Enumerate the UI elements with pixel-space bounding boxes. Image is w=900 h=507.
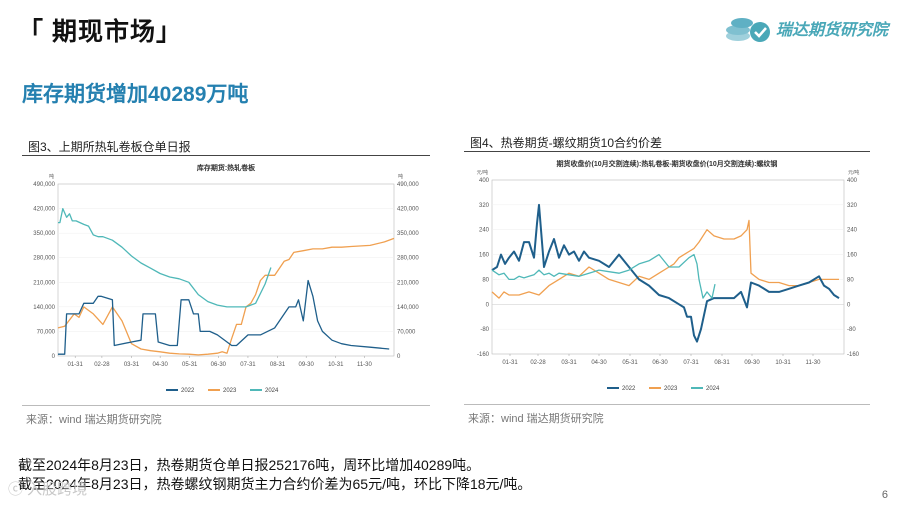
y-tick-label-right: 0 <box>847 302 851 308</box>
y-tick-label-right: 70,000 <box>397 329 416 335</box>
y-tick-label-right: 240 <box>847 228 858 234</box>
y-tick-label-right: 420,000 <box>397 207 419 213</box>
figure-4-rule <box>464 151 870 152</box>
y-tick-label-right: 0 <box>397 354 401 360</box>
figure-4-chart: 期货收盘价(10月交割连续):热轧卷板-期货收盘价(10月交割连续):螺纹钢元/… <box>477 159 860 392</box>
x-tick-label: 08-31 <box>270 362 286 368</box>
legend-label-2023: 2023 <box>223 388 237 394</box>
x-tick-label: 11-30 <box>806 360 822 366</box>
coin-stack-icon <box>726 18 770 42</box>
x-tick-label: 04-30 <box>152 362 168 368</box>
x-tick-label: 07-31 <box>683 360 699 366</box>
y-tick-label-right: -80 <box>847 327 856 333</box>
watermark: ⓒ 入股跨境 <box>8 481 88 498</box>
legend-label-2022: 2022 <box>181 388 195 394</box>
left-unit-label: 吨 <box>49 173 54 180</box>
y-tick-label: 0 <box>486 302 490 308</box>
series-line-2022 <box>491 203 840 343</box>
x-tick-label: 11-30 <box>357 362 373 368</box>
y-tick-label: 140,000 <box>33 305 55 311</box>
y-tick-label: -80 <box>480 327 489 333</box>
y-tick-label-right: 160 <box>847 253 858 259</box>
y-tick-label-right: 320 <box>847 203 858 209</box>
x-tick-label: 01-31 <box>68 362 84 368</box>
y-tick-label: 80 <box>482 277 489 283</box>
y-tick-label: 490,000 <box>33 182 55 188</box>
series-line-2024 <box>58 207 272 308</box>
y-tick-label: 160 <box>479 253 490 259</box>
x-tick-label: 02-28 <box>530 360 546 366</box>
figure-3-source-rule <box>22 405 430 406</box>
right-unit-label: 吨 <box>398 173 403 180</box>
x-tick-label: 01-31 <box>502 360 518 366</box>
figure-3-source: 来源：wind 瑞达期货研究院 <box>26 414 162 426</box>
x-tick-label: 09-30 <box>299 362 315 368</box>
right-unit-label: 元/吨 <box>848 169 859 176</box>
left-unit-label: 元/吨 <box>477 169 488 176</box>
series-line-2022 <box>58 279 390 355</box>
x-tick-label: 05-31 <box>182 362 198 368</box>
y-tick-label: 400 <box>479 178 490 184</box>
x-tick-label: 09-30 <box>744 360 760 366</box>
figure-4-caption: 图4、热卷期货-螺纹期货10合约价差 <box>470 136 663 150</box>
y-tick-label-right: 210,000 <box>397 280 419 286</box>
page-title: 「 期现市场」 <box>18 18 182 46</box>
x-tick-label: 07-31 <box>240 362 256 368</box>
y-tick-label: 240 <box>479 228 490 234</box>
x-tick-label: 08-31 <box>714 360 730 366</box>
chart-title: 库存期货:热轧卷板 <box>197 163 256 172</box>
y-tick-label-right: -160 <box>847 352 860 358</box>
x-tick-label: 03-31 <box>124 362 140 368</box>
figure-3-rule <box>22 155 430 156</box>
logo-text: 瑞达期货研究院 <box>776 22 889 39</box>
figure-4-source-rule <box>464 404 870 405</box>
series-line-2024 <box>491 253 716 299</box>
y-tick-label-right: 490,000 <box>397 182 419 188</box>
y-tick-label-right: 80 <box>847 277 854 283</box>
figure-3-caption: 图3、上期所热轧卷板仓单日报 <box>28 140 191 154</box>
y-tick-label: 280,000 <box>33 256 55 262</box>
x-tick-label: 10-31 <box>775 360 791 366</box>
body-line-2: 截至2024年8月23日，热卷螺纹钢期货主力合约价差为65元/吨，环比下降18元… <box>18 476 532 492</box>
y-tick-label-right: 280,000 <box>397 256 419 262</box>
y-tick-label-right: 140,000 <box>397 305 419 311</box>
y-tick-label: 70,000 <box>37 329 56 335</box>
legend-label-2024: 2024 <box>265 388 279 394</box>
company-logo: 瑞达期货研究院 <box>724 12 894 46</box>
series-line-2023 <box>57 237 395 356</box>
legend-label-2024: 2024 <box>706 386 720 392</box>
x-tick-label: 06-30 <box>652 360 668 366</box>
legend-label-2023: 2023 <box>664 386 678 392</box>
section-subtitle: 库存期货增加40289万吨 <box>22 83 249 106</box>
y-tick-label: 320 <box>479 203 490 209</box>
figure-4-source: 来源：wind 瑞达期货研究院 <box>468 413 604 425</box>
x-tick-label: 10-31 <box>328 362 344 368</box>
y-tick-label: 210,000 <box>33 280 55 286</box>
legend-label-2022: 2022 <box>622 386 636 392</box>
series-line-2023 <box>491 219 839 299</box>
y-tick-label-right: 400 <box>847 178 858 184</box>
x-tick-label: 03-31 <box>561 360 577 366</box>
y-tick-label: 350,000 <box>33 231 55 237</box>
x-tick-label: 06-30 <box>211 362 227 368</box>
y-tick-label-right: 350,000 <box>397 231 419 237</box>
chart-title: 期货收盘价(10月交割连续):热轧卷板-期货收盘价(10月交割连续):螺纹钢 <box>557 159 778 168</box>
x-tick-label: 05-31 <box>622 360 638 366</box>
plot-frame <box>491 179 845 355</box>
plot-frame <box>57 183 395 357</box>
y-tick-label: 420,000 <box>33 207 55 213</box>
y-tick-label: -160 <box>477 352 490 358</box>
x-tick-label: 04-30 <box>591 360 607 366</box>
page-number: 6 <box>881 489 888 501</box>
body-line-1: 截至2024年8月23日，热卷期货仓单日报252176吨，周环比增加40289吨… <box>18 457 481 473</box>
y-tick-label: 0 <box>52 354 56 360</box>
x-tick-label: 02-28 <box>94 362 110 368</box>
